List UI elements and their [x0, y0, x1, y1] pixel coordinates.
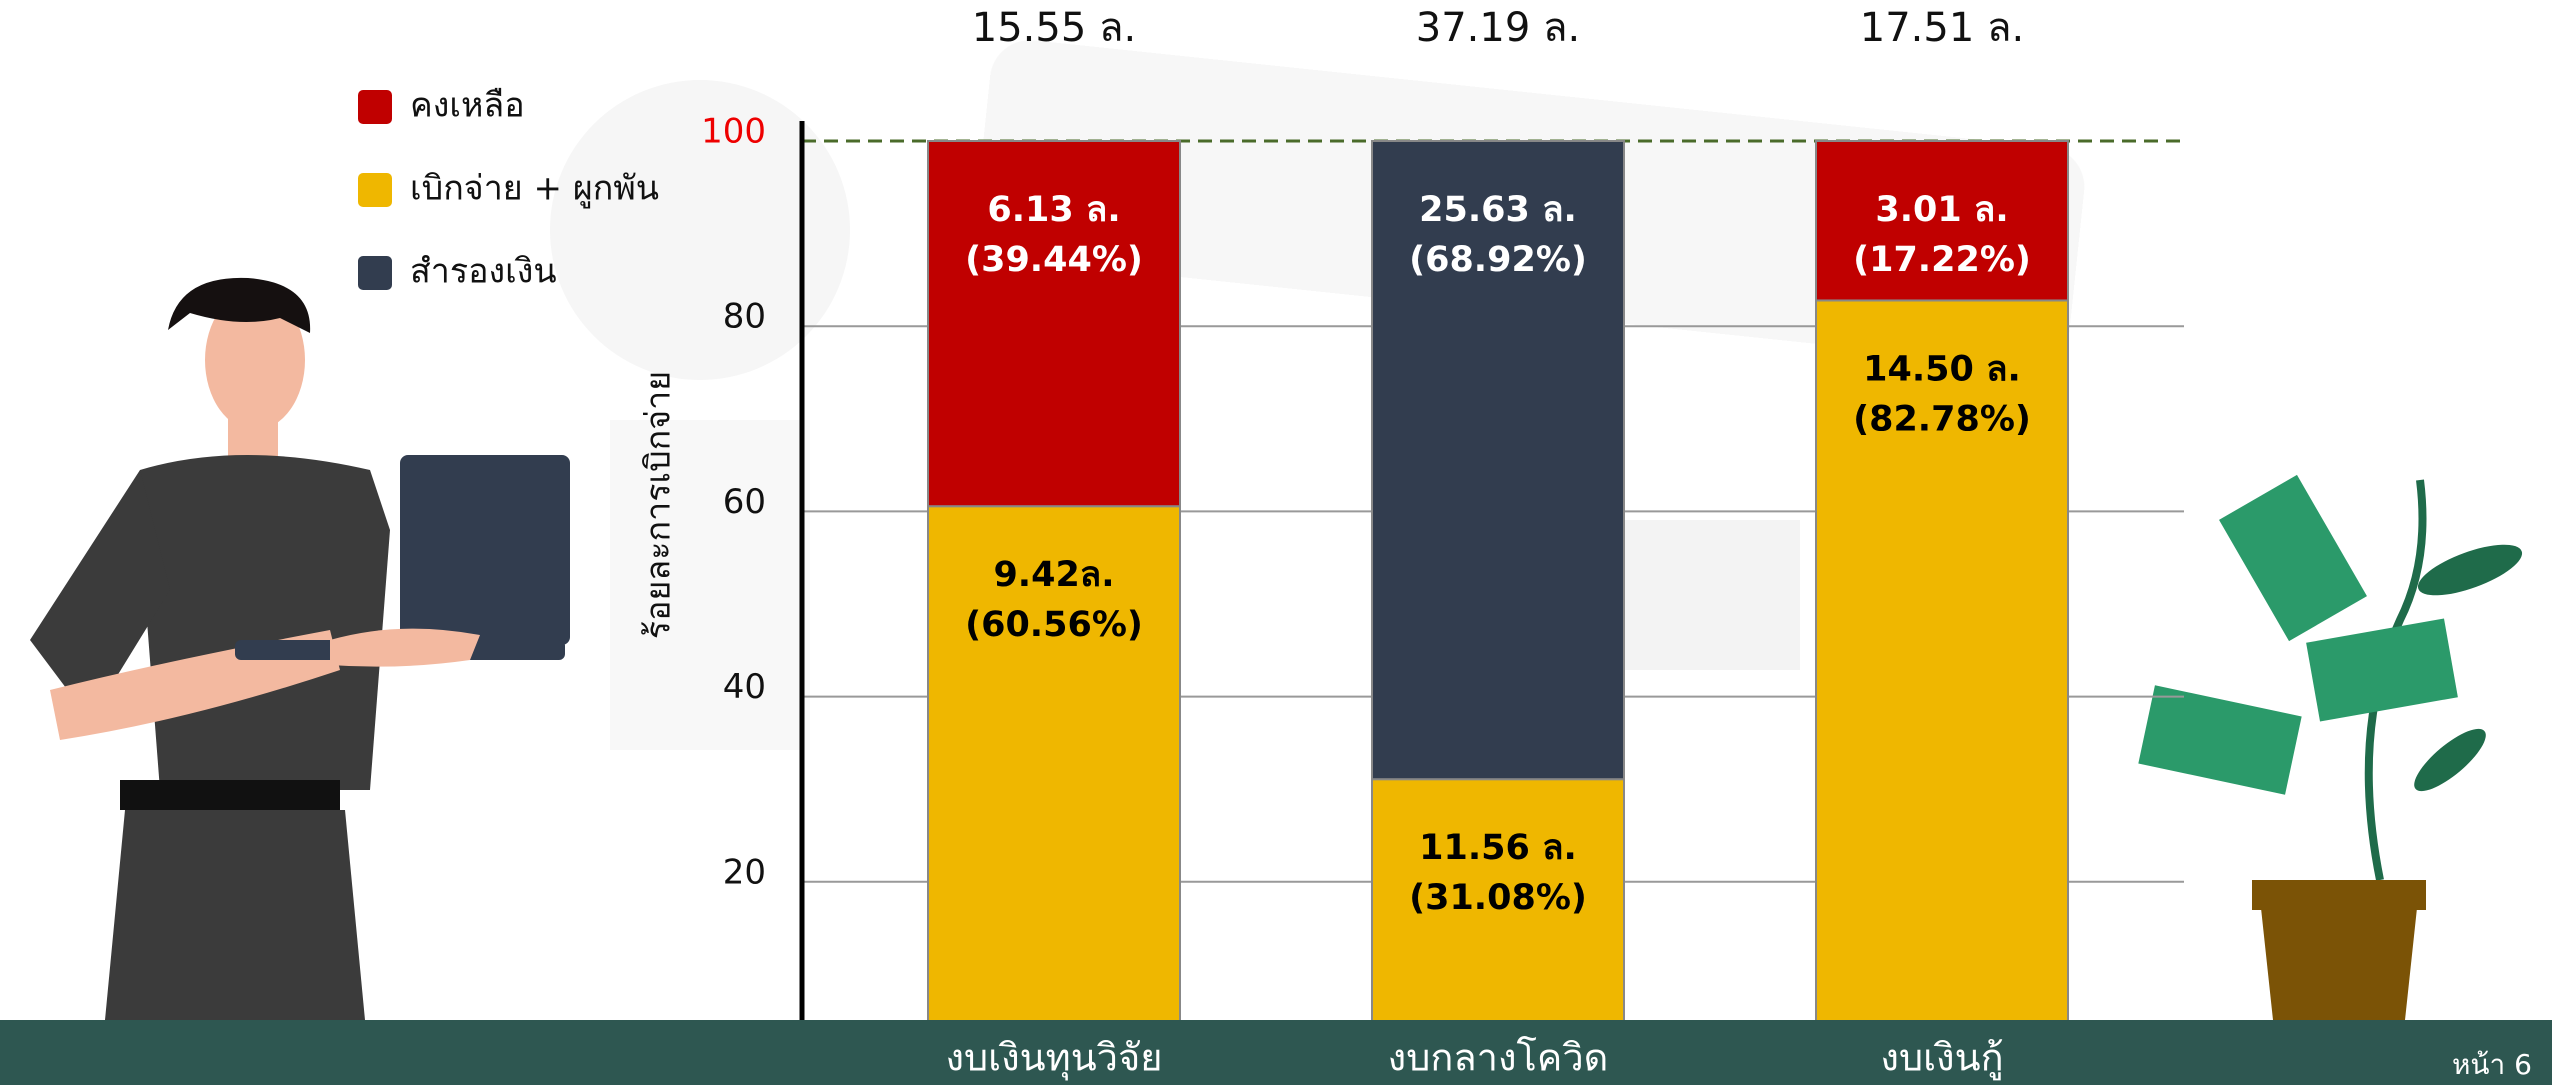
bar-segment	[1372, 141, 1624, 779]
value-label: (68.92%)	[1409, 240, 1587, 280]
y-tick-label: 60	[723, 482, 766, 522]
value-label: (60.56%)	[965, 605, 1143, 645]
total-label: 17.51 ล.	[1860, 5, 2024, 51]
legend-label: สำรองเงิน	[410, 252, 557, 292]
x-tick-label: งบเงินกู้	[1880, 1036, 2003, 1081]
plant-illustration	[2138, 475, 2528, 1020]
value-label: (39.44%)	[965, 240, 1143, 280]
x-tick-label: งบกลางโควิด	[1388, 1036, 1609, 1080]
slide: ร้อยละการเบิกจ่าย 20 40 60 80 100 คงเหลือเบิก…	[0, 0, 2552, 1085]
value-label: (17.22%)	[1853, 240, 2031, 280]
amount-label: 25.63 ล.	[1419, 190, 1577, 230]
legend-swatch	[358, 173, 392, 207]
amount-label: 6.13 ล.	[987, 190, 1120, 230]
y-tick-label: 100	[701, 112, 766, 152]
y-tick-label: 80	[723, 297, 766, 337]
value-label: (31.08%)	[1409, 878, 1587, 918]
amount-label: 9.42ล.	[993, 555, 1114, 595]
footer-band	[0, 1020, 2552, 1085]
total-label: 15.55 ล.	[972, 5, 1136, 51]
total-label: 37.19 ล.	[1416, 5, 1580, 51]
amount-label: 3.01 ล.	[1875, 190, 2008, 230]
legend-swatch	[358, 90, 392, 124]
legend-label: เบิกจ่าย + ผูกพัน	[410, 169, 659, 209]
y-axis-label: ร้อยละการเบิกจ่าย	[639, 371, 679, 639]
legend-label: คงเหลือ	[410, 86, 525, 126]
y-tick-label: 40	[723, 667, 766, 707]
x-tick-label: งบเงินทุนวิจัย	[945, 1036, 1162, 1081]
value-label: (82.78%)	[1853, 399, 2031, 439]
amount-label: 11.56 ล.	[1419, 828, 1577, 868]
y-tick-label: 20	[723, 852, 766, 892]
person-illustration	[30, 278, 570, 1020]
page-number: หน้า 6	[2452, 1048, 2532, 1081]
amount-label: 14.50 ล.	[1863, 349, 2021, 389]
legend-swatch	[358, 256, 392, 290]
